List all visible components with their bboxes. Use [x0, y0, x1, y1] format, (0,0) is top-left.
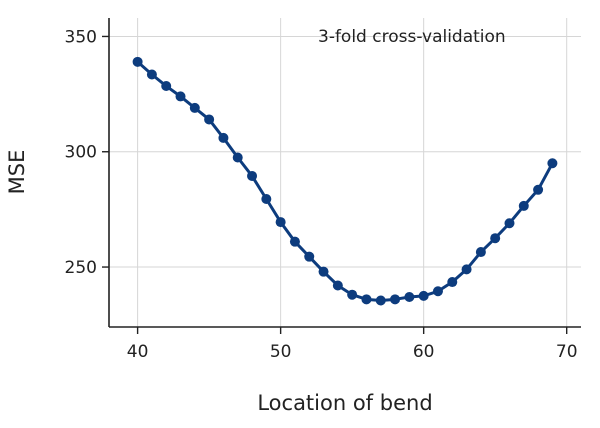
series-layer — [132, 56, 558, 306]
y-tick-label: 250 — [65, 258, 97, 278]
data-point — [347, 289, 358, 300]
data-point — [289, 236, 300, 247]
data-point — [447, 277, 458, 288]
x-axis-label: Location of bend — [257, 391, 432, 415]
data-point — [518, 200, 529, 211]
data-point — [175, 91, 186, 102]
data-point — [189, 102, 200, 113]
series-line — [136, 60, 554, 302]
axes-layer — [108, 18, 581, 328]
data-point — [304, 251, 315, 262]
data-point — [490, 233, 501, 244]
data-point — [261, 194, 272, 205]
data-point — [232, 152, 243, 163]
x-tick-label: 70 — [556, 342, 578, 362]
y-tick-label: 350 — [65, 27, 97, 47]
grid-layer — [109, 18, 581, 327]
chart-annotation: 3-fold cross-validation — [318, 27, 506, 47]
data-point — [146, 69, 157, 80]
data-point — [132, 56, 143, 67]
ticks-layer: 40 50 60 70 250 300 350 — [65, 27, 578, 362]
data-point — [204, 114, 215, 125]
y-tick-label: 300 — [65, 143, 97, 163]
data-point — [247, 170, 258, 181]
y-axis-label: MSE — [5, 150, 29, 195]
data-point — [318, 266, 329, 277]
x-tick-label: 50 — [270, 342, 292, 362]
data-point — [161, 81, 172, 92]
data-point — [461, 264, 472, 275]
data-point — [390, 294, 401, 305]
x-tick-label: 60 — [413, 342, 435, 362]
data-point — [533, 184, 544, 195]
data-point — [404, 292, 415, 303]
data-point — [332, 280, 343, 291]
data-point — [361, 294, 372, 305]
data-point — [275, 217, 286, 228]
data-point — [432, 286, 443, 297]
data-point — [504, 218, 515, 229]
data-point — [218, 132, 229, 143]
data-point — [418, 290, 429, 301]
data-point — [475, 247, 486, 258]
data-point — [375, 295, 386, 306]
x-tick-label: 40 — [127, 342, 149, 362]
data-point — [547, 158, 558, 169]
